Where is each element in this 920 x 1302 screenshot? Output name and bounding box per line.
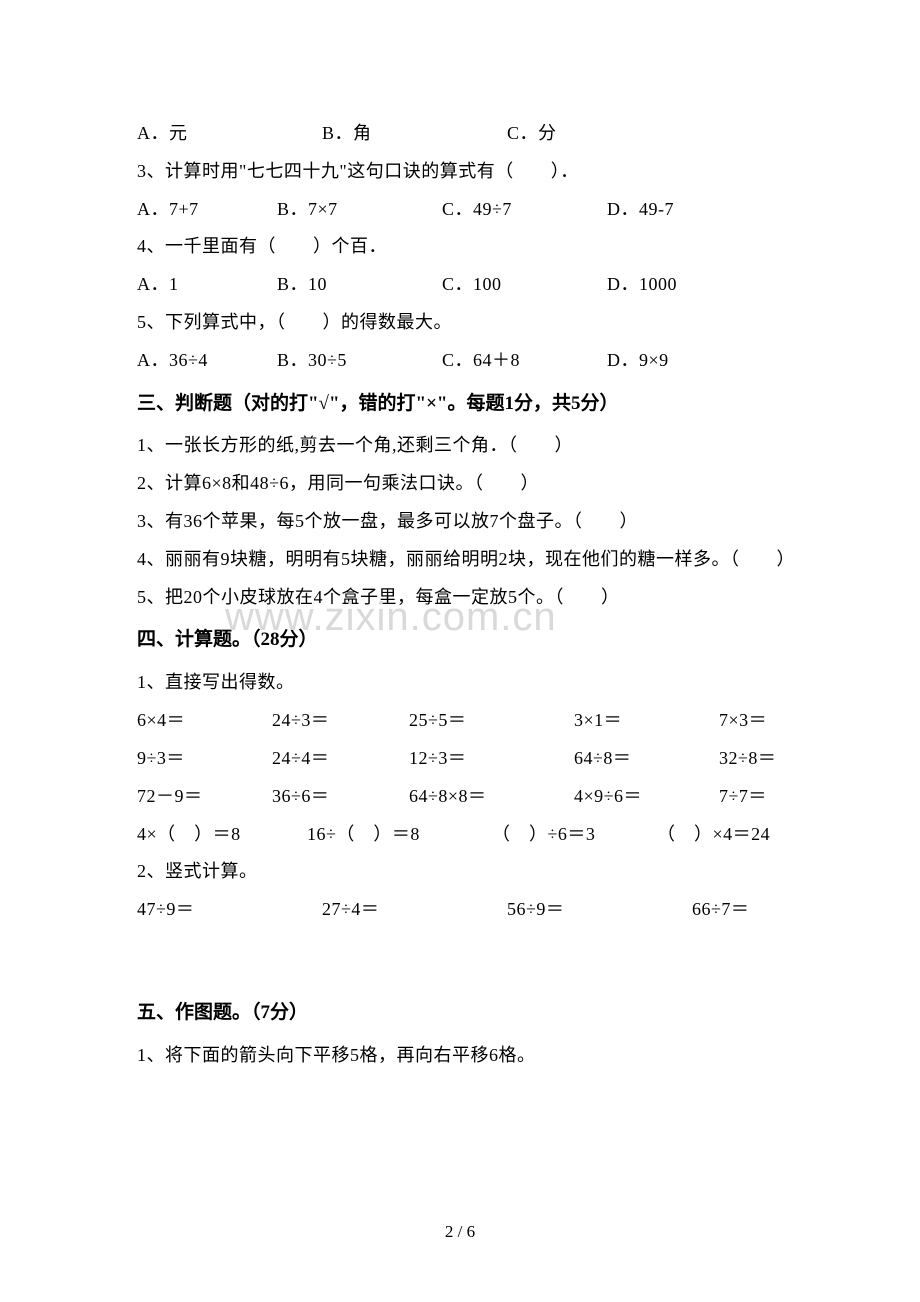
spacer xyxy=(137,929,790,989)
q2-opt-a: A．元 xyxy=(137,115,317,153)
q5-opt-a: A．36÷4 xyxy=(137,342,272,380)
calc-cell: 7×3＝ xyxy=(719,702,809,740)
calc-cell: 9÷3＝ xyxy=(137,740,267,778)
q3-text: 3、计算时用"七七四十九"这句口诀的算式有（ ）． xyxy=(137,153,790,191)
calc-row-2: 9÷3＝ 24÷4＝ 12÷3＝ 64÷8＝ 32÷8＝ xyxy=(137,740,790,778)
calc-cell: 32÷8＝ xyxy=(719,740,809,778)
q5-options: A．36÷4 B．30÷5 C．64＋8 D．9×9 xyxy=(137,342,790,380)
calc-row-4: 4×（ ）＝8 16÷（ ）＝8 （ ）÷6＝3 （ ）×4＝24 xyxy=(137,816,790,854)
q2-options: A．元 B．角 C．分 xyxy=(137,115,790,153)
q5-text: 5、下列算式中，（ ）的得数最大。 xyxy=(137,304,790,342)
q2-opt-b: B．角 xyxy=(322,115,502,153)
q4-opt-a: A．1 xyxy=(137,266,272,304)
q5-opt-d: D．9×9 xyxy=(607,350,669,370)
calc-cell: （ ）÷6＝3 xyxy=(492,816,652,854)
calc-cell: 4×9÷6＝ xyxy=(574,778,714,816)
q3-options: A．7+7 B．7×7 C．49÷7 D．49-7 xyxy=(137,191,790,229)
s3-item-2: 2、计算6×8和48÷6，用同一句乘法口诀。（ ） xyxy=(137,465,790,503)
calc-cell: 72－9＝ xyxy=(137,778,267,816)
section4-title: 四、计算题。（28分） xyxy=(137,620,790,660)
s4-sub1: 1、直接写出得数。 xyxy=(137,664,790,702)
vert-row: 47÷9＝ 27÷4＝ 56÷9＝ 66÷7＝ xyxy=(137,891,790,929)
calc-cell: 36÷6＝ xyxy=(272,778,404,816)
calc-cell: 25÷5＝ xyxy=(409,702,569,740)
calc-cell: 24÷3＝ xyxy=(272,702,404,740)
q4-opt-c: C．100 xyxy=(442,266,602,304)
calc-cell: 64÷8×8＝ xyxy=(409,778,569,816)
s3-item-5: 5、把20个小皮球放在4个盒子里，每盒一定放5个。（ ） xyxy=(137,579,790,617)
q5-opt-c: C．64＋8 xyxy=(442,342,602,380)
q4-options: A．1 B．10 C．100 D．1000 xyxy=(137,266,790,304)
section5-title: 五、作图题。（7分） xyxy=(137,993,790,1033)
calc-row-1: 6×4＝ 24÷3＝ 25÷5＝ 3×1＝ 7×3＝ xyxy=(137,702,790,740)
calc-cell: 12÷3＝ xyxy=(409,740,569,778)
s3-item-3: 3、有36个苹果，每5个放一盘，最多可以放7个盘子。（ ） xyxy=(137,503,790,541)
q4-opt-d: D．1000 xyxy=(607,274,677,294)
section3-title: 三、判断题（对的打"√"，错的打"×"。每题1分，共5分） xyxy=(137,384,790,424)
s3-item-4: 4、丽丽有9块糖，明明有5块糖，丽丽给明明2块，现在他们的糖一样多。（ ） xyxy=(137,541,790,579)
q3-opt-d: D．49-7 xyxy=(607,199,674,219)
page-body: A．元 B．角 C．分 3、计算时用"七七四十九"这句口诀的算式有（ ）． A．… xyxy=(0,0,920,1075)
vert-cell: 66÷7＝ xyxy=(692,891,792,929)
q2-opt-c: C．分 xyxy=(507,123,557,143)
vert-cell: 27÷4＝ xyxy=(322,891,502,929)
q5-opt-b: B．30÷5 xyxy=(277,342,437,380)
calc-cell: 6×4＝ xyxy=(137,702,267,740)
calc-row-3: 72－9＝ 36÷6＝ 64÷8×8＝ 4×9÷6＝ 7÷7＝ xyxy=(137,778,790,816)
q3-opt-a: A．7+7 xyxy=(137,191,272,229)
s3-item-1: 1、一张长方形的纸,剪去一个角,还剩三个角．（ ） xyxy=(137,427,790,465)
calc-cell: 16÷（ ）＝8 xyxy=(307,816,487,854)
s5-q1: 1、将下面的箭头向下平移5格，再向右平移6格。 xyxy=(137,1037,790,1075)
calc-cell: 24÷4＝ xyxy=(272,740,404,778)
calc-cell: （ ）×4＝24 xyxy=(657,816,787,854)
page-number: 2 / 6 xyxy=(0,1222,920,1242)
calc-cell: 4×（ ）＝8 xyxy=(137,816,302,854)
calc-cell: 7÷7＝ xyxy=(719,778,809,816)
calc-cell: 64÷8＝ xyxy=(574,740,714,778)
vert-cell: 47÷9＝ xyxy=(137,891,317,929)
q4-opt-b: B．10 xyxy=(277,266,437,304)
q4-text: 4、一千里面有（ ）个百． xyxy=(137,228,790,266)
q3-opt-c: C．49÷7 xyxy=(442,191,602,229)
s4-sub2: 2、竖式计算。 xyxy=(137,853,790,891)
calc-cell: 3×1＝ xyxy=(574,702,714,740)
q3-opt-b: B．7×7 xyxy=(277,191,437,229)
vert-cell: 56÷9＝ xyxy=(507,891,687,929)
